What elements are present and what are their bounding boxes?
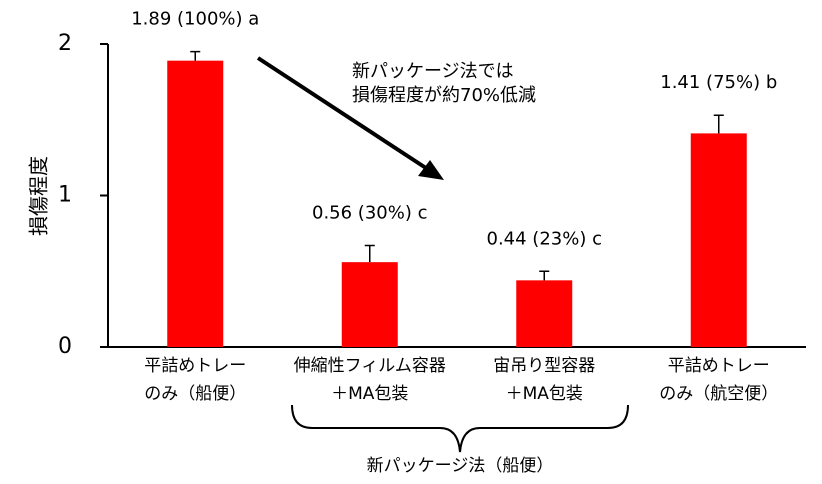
- value-label: 1.89 (100%) a: [131, 9, 259, 30]
- error-bar: [364, 244, 375, 263]
- value-label: 0.56 (30%) c: [312, 202, 427, 223]
- bar: [690, 133, 747, 347]
- group-label: 新パッケージ法（船便）: [367, 456, 554, 476]
- annotation: 新パッケージ法では: [352, 61, 514, 82]
- y-tick-label: 2: [58, 31, 72, 56]
- bar: [167, 60, 224, 347]
- x-tick-label: 宙吊り型容器: [493, 356, 595, 376]
- error-bar: [539, 270, 550, 281]
- x-tick-label: 平詰めトレー: [144, 356, 246, 376]
- arrow: [256, 56, 434, 174]
- x-tick-label: ＋MA包装: [331, 384, 408, 404]
- error-bar: [713, 114, 724, 134]
- x-tick-label: のみ（船便）: [144, 384, 246, 404]
- group-brace: [291, 404, 629, 453]
- x-tick-label: のみ（航空便）: [659, 384, 778, 404]
- x-tick-label: 伸縮性フィルム容器: [294, 356, 446, 376]
- y-axis-label: 損傷程度: [27, 156, 51, 236]
- y-tick-label: 0: [58, 334, 72, 359]
- x-tick-label: 平詰めトレー: [668, 356, 770, 376]
- y-tick-label: 1: [58, 183, 72, 208]
- bar: [341, 262, 398, 347]
- value-label: 0.44 (23%) c: [487, 228, 602, 249]
- value-label: 1.41 (75%) b: [660, 72, 777, 93]
- bar: [516, 280, 573, 347]
- annotation: 損傷程度が約70%低減: [352, 85, 536, 106]
- error-bar: [190, 50, 201, 61]
- arrow-head: [418, 160, 444, 180]
- x-tick-label: ＋MA包装: [506, 384, 583, 404]
